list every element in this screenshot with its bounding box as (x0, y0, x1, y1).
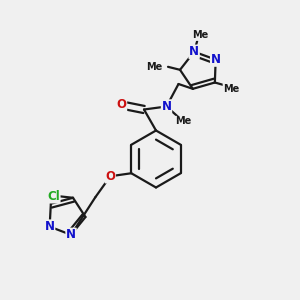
Text: Me: Me (192, 30, 208, 40)
Text: O: O (116, 98, 127, 112)
Text: N: N (189, 45, 199, 58)
Text: Me: Me (146, 62, 162, 72)
Text: N: N (66, 228, 76, 241)
Text: O: O (105, 170, 115, 183)
Text: N: N (45, 220, 55, 233)
Text: Me: Me (175, 116, 191, 127)
Text: N: N (161, 100, 172, 113)
Text: Me: Me (223, 83, 239, 94)
Text: N: N (211, 53, 221, 66)
Text: Cl: Cl (47, 190, 60, 203)
